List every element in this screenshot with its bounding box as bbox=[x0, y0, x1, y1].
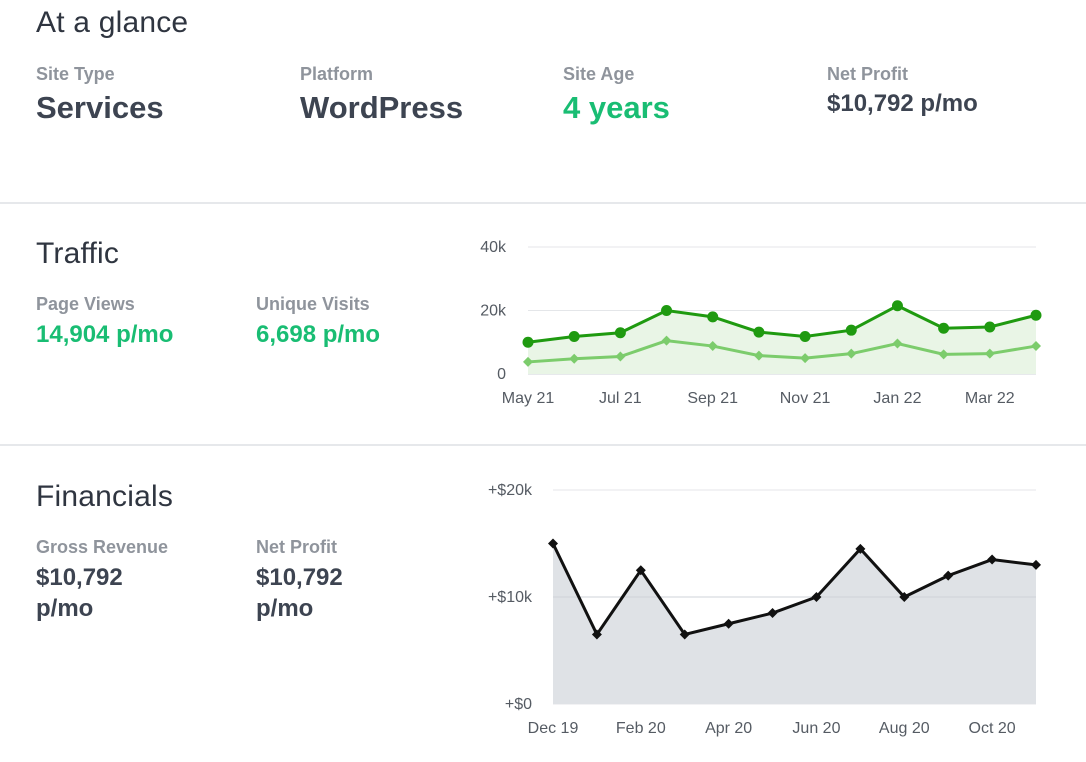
net-profit-value: $10,792 p/mo bbox=[827, 90, 978, 117]
site-type-label: Site Type bbox=[36, 64, 115, 84]
site-type-value: Services bbox=[36, 90, 164, 125]
gross-revenue-amount: $10,792 bbox=[36, 564, 123, 591]
fin-net-profit-value: $10,792 p/mo bbox=[256, 562, 343, 624]
y-tick-label: +$10k bbox=[488, 589, 533, 606]
unique-visits-point bbox=[1031, 341, 1041, 352]
page-views-point bbox=[522, 336, 534, 348]
gross-revenue-value: $10,792 p/mo bbox=[36, 562, 123, 624]
x-tick-label: Aug 20 bbox=[879, 720, 930, 737]
y-tick-label: +$20k bbox=[488, 482, 533, 499]
page-views-line bbox=[527, 304, 1037, 344]
financials-title: Financials bbox=[36, 480, 174, 513]
revenue-point bbox=[679, 629, 690, 640]
revenue-point bbox=[811, 592, 822, 602]
traffic-chart: 40k 20k 0 May 21 Jul 21 Sep 21 Nov 21 Jan 22 Mar… bbox=[480, 239, 1042, 407]
unique-visits-point bbox=[569, 353, 580, 364]
traffic-title: Traffic bbox=[36, 237, 120, 270]
page-views-point bbox=[707, 311, 719, 323]
site-age-value: 4 years bbox=[563, 90, 670, 125]
page-views-point bbox=[984, 321, 996, 333]
fin-net-profit-amount: $10,792 bbox=[256, 564, 343, 591]
revenue-point bbox=[1031, 559, 1041, 570]
unique-visits-point bbox=[892, 338, 903, 349]
x-tick-label: Feb 20 bbox=[616, 720, 666, 737]
glance-title: At a glance bbox=[36, 6, 189, 39]
section-divider bbox=[0, 444, 1086, 446]
fin-net-profit-period: p/mo bbox=[256, 595, 314, 622]
y-tick-label: 20k bbox=[480, 303, 507, 320]
revenue-area bbox=[553, 543, 1036, 704]
x-tick-label: Oct 20 bbox=[969, 720, 1016, 737]
revenue-point bbox=[635, 565, 646, 576]
unique-visits-value: 6,698 p/mo bbox=[256, 321, 381, 348]
page-views-point bbox=[753, 326, 765, 338]
net-profit-label: Net Profit bbox=[827, 64, 908, 84]
page-views-point bbox=[891, 300, 903, 312]
gross-revenue-period: p/mo bbox=[36, 595, 94, 622]
revenue-point bbox=[899, 592, 910, 602]
x-tick-label: Nov 21 bbox=[780, 390, 831, 407]
revenue-line bbox=[551, 542, 1037, 638]
site-age-label: Site Age bbox=[563, 64, 635, 84]
page-views-value: 14,904 p/mo bbox=[36, 321, 174, 348]
page-views-point bbox=[1030, 309, 1042, 321]
unique-visits-line bbox=[527, 339, 1037, 364]
revenue-point bbox=[987, 554, 998, 565]
page-views-point bbox=[799, 331, 811, 343]
unique-visits-point bbox=[800, 353, 811, 364]
revenue-point bbox=[723, 618, 734, 629]
y-tick-label: 0 bbox=[497, 366, 506, 383]
x-tick-label: Sep 21 bbox=[687, 390, 738, 407]
x-tick-label: Dec 19 bbox=[528, 720, 579, 737]
unique-visits-label: Unique Visits bbox=[256, 294, 370, 314]
page-views-label: Page Views bbox=[36, 294, 135, 314]
page-views-point bbox=[568, 331, 580, 343]
unique-visits-point bbox=[661, 335, 672, 346]
revenue-point bbox=[548, 538, 558, 549]
page-views-point bbox=[938, 322, 950, 334]
financials-chart: +$20k +$10k +$0 Dec 19 Feb 20 Apr 20 Jun 20 Aug… bbox=[488, 482, 1041, 737]
revenue-point bbox=[767, 608, 778, 619]
page-views-point bbox=[845, 324, 857, 336]
unique-visits-point bbox=[938, 349, 949, 360]
y-tick-label: 40k bbox=[480, 239, 507, 256]
section-divider bbox=[0, 202, 1086, 204]
page-views-point bbox=[614, 327, 626, 339]
x-tick-label: Jan 22 bbox=[873, 390, 921, 407]
gross-revenue-label: Gross Revenue bbox=[36, 537, 169, 557]
y-tick-label: +$0 bbox=[505, 696, 532, 713]
revenue-point bbox=[591, 629, 602, 640]
page-views-area bbox=[528, 305, 1036, 374]
x-tick-label: May 21 bbox=[502, 390, 555, 407]
x-tick-label: Mar 22 bbox=[965, 390, 1015, 407]
page-views-point bbox=[661, 305, 673, 316]
x-tick-label: Jun 20 bbox=[792, 720, 840, 737]
unique-visits-point bbox=[984, 348, 995, 359]
x-tick-label: Jul 21 bbox=[599, 390, 642, 407]
x-tick-label: Apr 20 bbox=[705, 720, 752, 737]
unique-visits-point bbox=[707, 341, 718, 352]
revenue-point bbox=[855, 543, 866, 554]
platform-value: WordPress bbox=[300, 90, 464, 125]
unique-visits-point bbox=[615, 351, 626, 362]
fin-net-profit-label: Net Profit bbox=[256, 537, 337, 557]
unique-visits-point bbox=[523, 356, 533, 367]
platform-label: Platform bbox=[300, 64, 374, 84]
revenue-point bbox=[943, 570, 954, 581]
unique-visits-point bbox=[846, 348, 857, 359]
unique-visits-point bbox=[753, 350, 764, 361]
